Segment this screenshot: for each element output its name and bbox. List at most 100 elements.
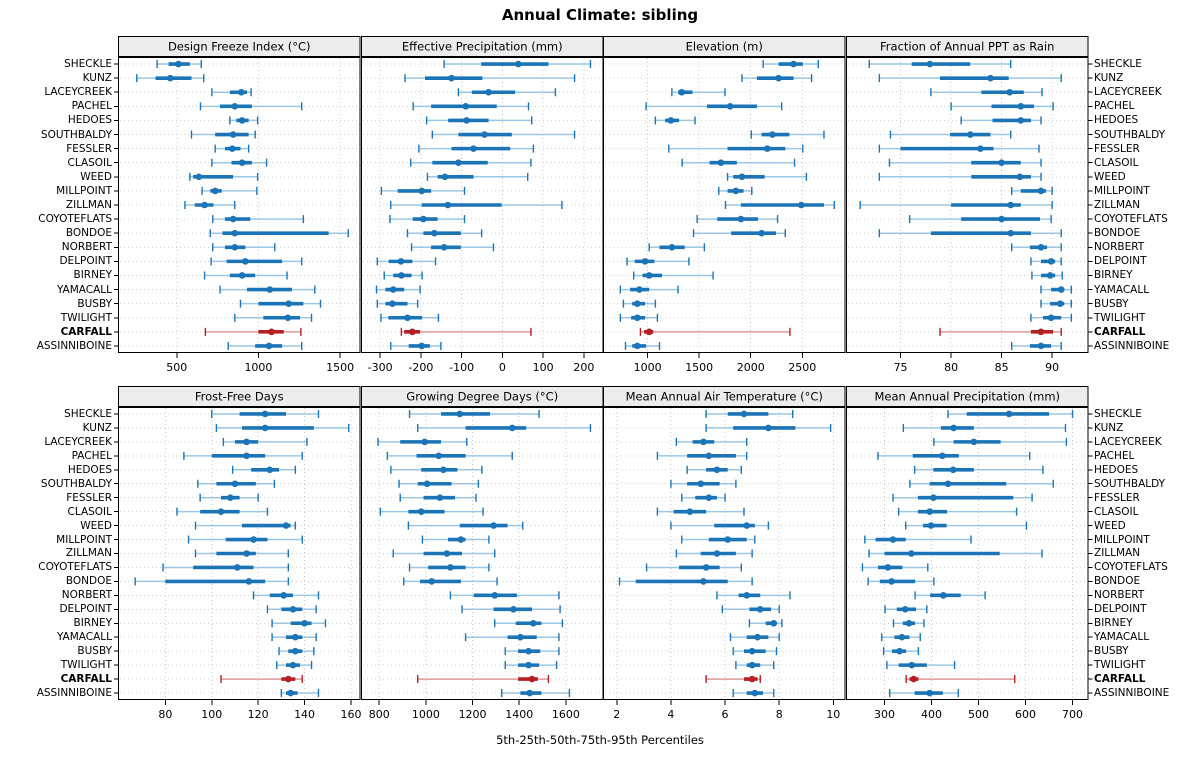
axis-tick-label: 500 <box>968 708 989 721</box>
site-row-hedoes <box>686 465 743 474</box>
median-dot <box>748 647 756 655</box>
site-row-weed <box>189 172 259 181</box>
site-row-bondoe <box>209 229 349 238</box>
site-row-yamacall <box>619 285 679 294</box>
site-row-kunz <box>878 74 1062 83</box>
site-row-coyoteflats <box>388 215 465 224</box>
median-dot <box>966 131 974 138</box>
median-dot <box>238 272 246 279</box>
site-label-right-norbert: NORBERT <box>1094 241 1145 254</box>
median-dot <box>265 342 273 350</box>
median-dot <box>790 60 797 68</box>
site-row-weed <box>904 521 1027 530</box>
median-dot <box>195 173 203 181</box>
site-row-zillman <box>184 201 236 209</box>
site-label-right-delpoint: DELPOINT <box>1094 255 1147 268</box>
site-row-zillman <box>858 201 1053 209</box>
site-label-right-birney: BIRNEY <box>1094 269 1133 282</box>
median-dot <box>266 466 274 474</box>
panel-frame <box>118 57 361 353</box>
site-row-hedoes <box>231 465 296 474</box>
site-row-twilight <box>234 313 313 322</box>
axis-tick-label: -100 <box>449 361 474 374</box>
site-label-left-fessler: FESSLER <box>66 491 112 504</box>
site-label-right-assinniboine: ASSINNIBOINE <box>1094 687 1170 700</box>
axis-tick-label: 700 <box>1062 708 1083 721</box>
median-dot <box>732 187 740 195</box>
site-label-right-clasoil: CLASOIL <box>1094 505 1139 518</box>
median-dot <box>243 452 250 460</box>
site-label-right-coyoteflats: COYOTEFLATS <box>1094 213 1168 226</box>
chart-title: Annual Climate: sibling <box>501 6 699 24</box>
site-row-coyoteflats <box>645 563 743 572</box>
median-dot <box>423 480 430 488</box>
site-row-delpoint <box>266 605 317 614</box>
median-dot <box>457 536 464 543</box>
site-row-bondoe <box>878 229 1062 238</box>
median-dot <box>686 508 694 515</box>
site-row-zillman <box>194 549 290 558</box>
site-row-clasoil <box>176 507 269 516</box>
median-dot <box>444 201 451 209</box>
site-label-right-carfall: CARFALL <box>1094 673 1146 686</box>
median-dot <box>668 243 676 251</box>
site-row-fessler <box>417 144 534 153</box>
median-dot <box>231 480 239 488</box>
median-dot <box>907 661 915 669</box>
site-row-birney <box>633 271 714 280</box>
median-dot <box>713 466 721 474</box>
site-row-clasoil <box>379 507 484 516</box>
site-row-millpoint <box>380 186 465 195</box>
site-row-southbaldy <box>889 130 1011 139</box>
site-row-zillman <box>392 549 495 558</box>
median-dot <box>997 215 1005 223</box>
site-row-bondoe <box>618 577 753 586</box>
median-dot <box>484 88 492 96</box>
median-dot <box>524 661 532 669</box>
site-row-busby <box>239 299 322 308</box>
site-label-right-southbaldy: SOUTHBALDY <box>1094 477 1166 490</box>
median-dot <box>291 647 299 655</box>
axis-tick-label: 2000 <box>737 361 765 374</box>
median-dot <box>420 438 428 446</box>
axis-tick-label: 100 <box>201 708 222 721</box>
median-dot <box>1006 201 1014 209</box>
panel-strip-title: Effective Precipitation (mm) <box>401 40 562 54</box>
median-dot <box>245 578 253 585</box>
median-dot <box>949 424 957 432</box>
median-dot <box>280 592 287 599</box>
site-label-left-sheckle: SHECKLE <box>64 407 112 420</box>
site-label-right-birney: BIRNEY <box>1094 617 1133 630</box>
median-dot <box>301 619 308 627</box>
axis-tick-label: 1000 <box>244 361 272 374</box>
median-dot <box>291 633 299 641</box>
median-dot <box>797 201 805 209</box>
axis-tick-label: 1000 <box>411 708 439 721</box>
site-row-southbaldy <box>431 130 575 139</box>
site-row-kunz <box>741 74 813 83</box>
site-label-left-southbaldy: SOUTHBALDY <box>40 477 112 490</box>
median-dot <box>740 410 748 418</box>
site-label-right-assinniboine: ASSINNIBOINE <box>1094 339 1170 352</box>
panel-strip <box>845 386 1088 407</box>
site-row-norbert <box>1010 243 1062 252</box>
site-label-right-coyoteflats: COYOTEFLATS <box>1094 561 1168 574</box>
site-row-millpoint <box>187 535 303 544</box>
panel-strip <box>360 386 603 407</box>
median-dot <box>724 536 732 543</box>
site-label-right-hedoes: HEDOES <box>1094 463 1139 476</box>
axis-tick-label: 400 <box>921 708 942 721</box>
site-row-coyoteflats <box>861 563 928 572</box>
median-dot <box>884 564 891 571</box>
site-row-norbert <box>212 243 276 252</box>
median-dot <box>446 564 454 571</box>
median-dot <box>939 592 947 599</box>
site-label-left-norbert: NORBERT <box>61 241 112 254</box>
median-dot <box>490 592 498 599</box>
median-dot <box>516 633 524 641</box>
axis-tick-label: -200 <box>408 361 433 374</box>
median-dot <box>261 424 269 432</box>
site-row-bondoe <box>134 577 290 586</box>
site-label-left-hedoes: HEDOES <box>67 114 112 127</box>
median-dot <box>229 145 236 152</box>
